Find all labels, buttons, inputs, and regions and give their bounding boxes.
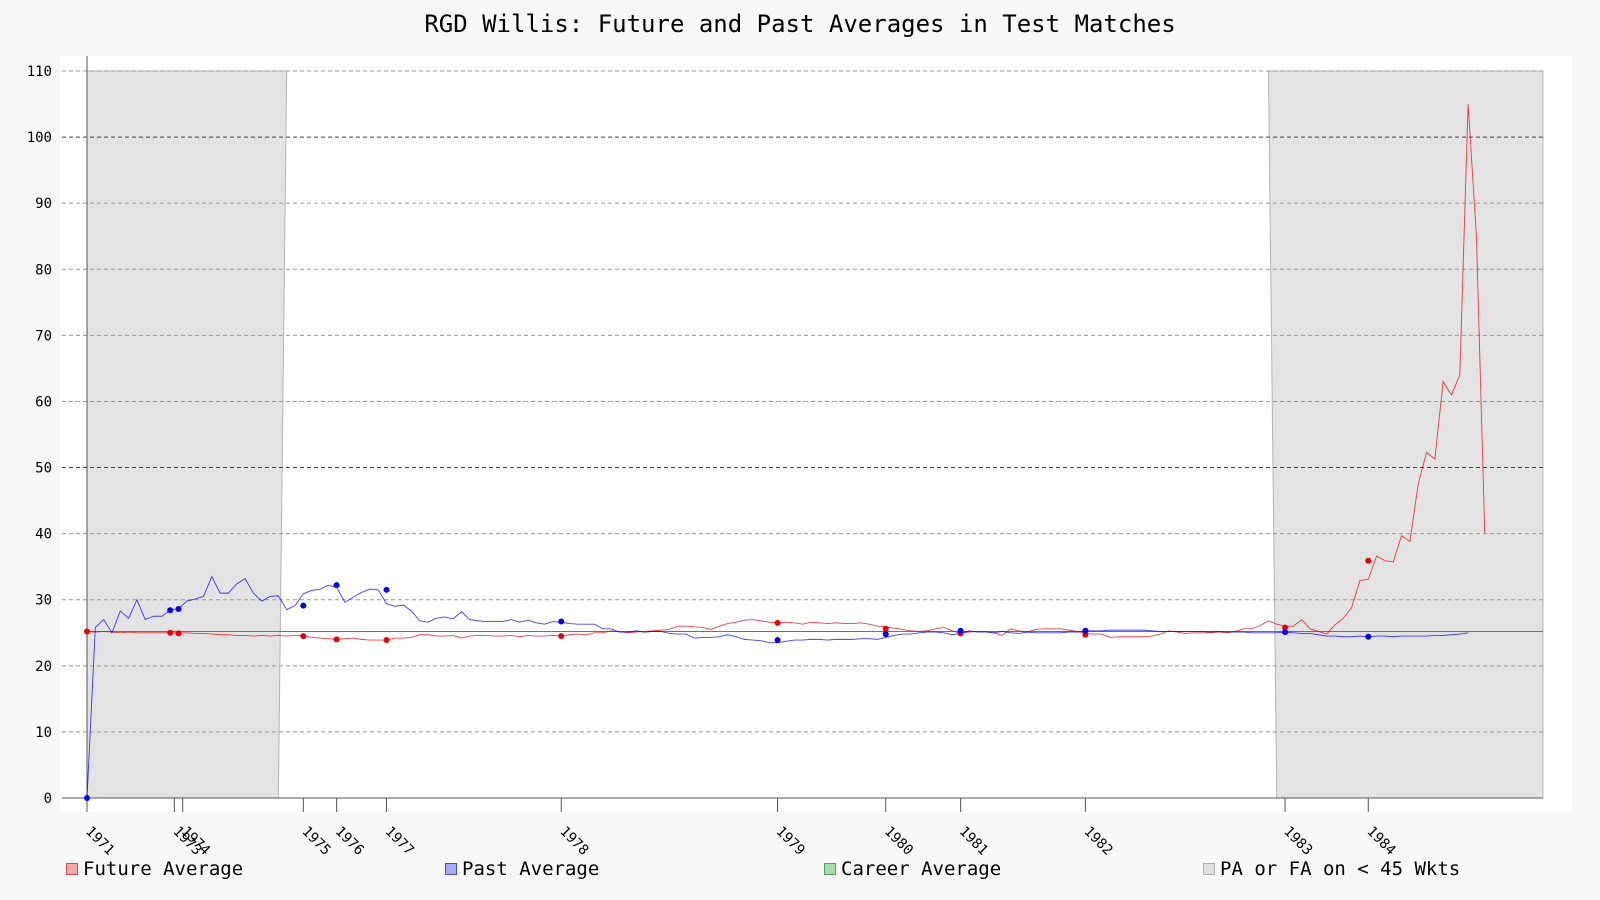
future-average-line <box>86 104 1486 641</box>
x-tick-label-1975: 1975 <box>298 824 333 859</box>
x-tick-label-1979: 1979 <box>773 824 808 859</box>
past-average-marker-8 <box>774 637 781 644</box>
low-wicket-region-1 <box>86 70 288 799</box>
legend-label-career: Career Average <box>841 858 1002 880</box>
chart-title: RGD Willis: Future and Past Averages in … <box>424 10 1176 38</box>
past-average-marker-12 <box>1282 629 1289 636</box>
x-tick-label-1983: 1983 <box>1280 824 1315 859</box>
y-tick-label-50: 50 <box>35 461 52 477</box>
legend-label-low-wickets: PA or FA on < 45 Wkts <box>1220 858 1461 880</box>
legend-swatch-low-wickets <box>1203 863 1215 875</box>
past-average-marker-9 <box>882 631 889 638</box>
x-tick-label-1980: 1980 <box>881 824 916 859</box>
future-average-marker-8 <box>774 619 781 626</box>
legend-item-career: Career Average <box>824 858 1001 880</box>
x-tick-label-1971: 1971 <box>82 824 117 859</box>
past-average-marker-13 <box>1365 633 1372 640</box>
y-tick-label-10: 10 <box>35 725 52 741</box>
past-average-marker-3 <box>175 605 182 612</box>
past-average-marker-2 <box>167 607 174 614</box>
future-average-marker-12 <box>1282 624 1289 631</box>
y-tick-label-60: 60 <box>35 394 52 410</box>
y-tick-label-30: 30 <box>35 593 52 609</box>
future-average-marker-7 <box>558 633 565 640</box>
x-tick-label-1984: 1984 <box>1363 824 1398 859</box>
x-tick-label-1976: 1976 <box>332 824 367 859</box>
low-wicket-region-2 <box>1267 70 1544 799</box>
y-tick-label-80: 80 <box>35 262 52 278</box>
future-average-marker-1 <box>84 628 90 635</box>
x-tick-label-1982: 1982 <box>1081 824 1116 859</box>
past-average-marker-6 <box>383 586 390 593</box>
legend-label-past: Past Average <box>462 858 600 880</box>
legend-item-past: Past Average <box>445 858 599 880</box>
past-average-marker-11 <box>1082 627 1089 634</box>
y-tick-label-90: 90 <box>35 196 52 212</box>
y-tick-label-110: 110 <box>27 64 52 80</box>
legend-swatch-future <box>66 863 78 875</box>
past-average-marker-4 <box>300 602 307 609</box>
future-average-marker-3 <box>175 630 182 637</box>
x-tick-label-1981: 1981 <box>956 824 991 859</box>
x-tick-label-1977: 1977 <box>382 824 417 859</box>
future-average-marker-6 <box>383 637 390 644</box>
past-average-marker-7 <box>558 618 565 625</box>
x-tick-label-1978: 1978 <box>556 824 591 859</box>
y-tick-label-100: 100 <box>27 130 52 146</box>
legend-label-future: Future Average <box>83 858 244 880</box>
legend-item-low-wickets: PA or FA on < 45 Wkts <box>1203 858 1460 880</box>
legend-swatch-past <box>445 863 457 875</box>
future-average-marker-2 <box>167 629 174 636</box>
legend: Future Average Past Average Career Avera… <box>0 858 1600 884</box>
past-average-marker-10 <box>957 627 964 634</box>
past-average-marker-1 <box>84 795 90 801</box>
y-tick-label-70: 70 <box>35 328 52 344</box>
y-tick-label-0: 0 <box>44 791 52 807</box>
future-average-marker-4 <box>300 633 307 640</box>
y-tick-label-20: 20 <box>35 659 52 675</box>
y-tick-label-40: 40 <box>35 527 52 543</box>
past-average-marker-5 <box>333 582 340 589</box>
future-average-marker-5 <box>333 636 340 643</box>
legend-swatch-career <box>824 863 836 875</box>
legend-item-future: Future Average <box>66 858 243 880</box>
future-average-marker-9 <box>882 625 889 632</box>
future-average-marker-13 <box>1365 557 1372 564</box>
